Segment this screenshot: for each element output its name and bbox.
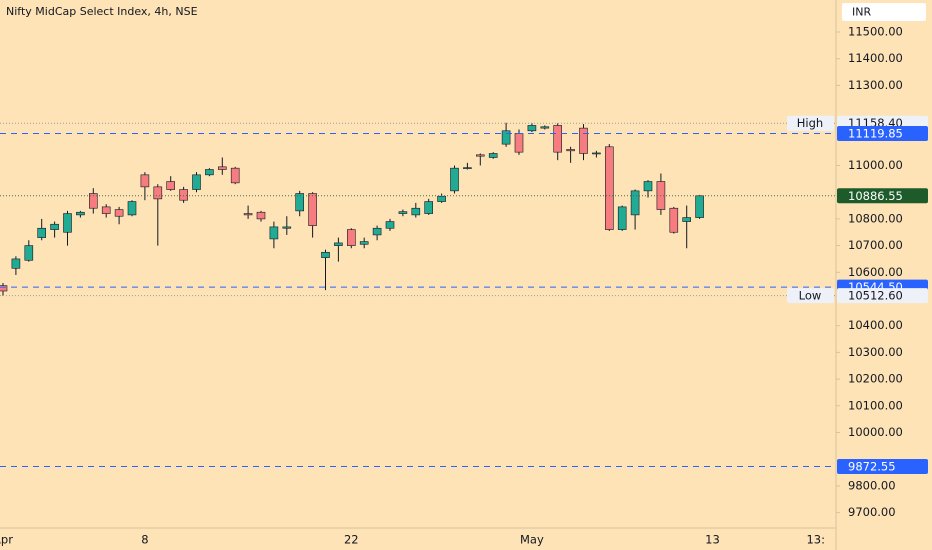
candle-body: [127, 201, 137, 216]
candle-body: [243, 213, 253, 216]
level-name-tag: [787, 115, 834, 131]
candle-body: [385, 221, 395, 229]
level-value-label: 10512.60: [848, 289, 903, 303]
currency-label: INR: [852, 6, 871, 19]
candle-body: [192, 174, 201, 190]
candle-body: [695, 195, 704, 218]
candle-body: [282, 226, 292, 229]
candle-body: [114, 209, 124, 217]
level-value-label: 9872.55: [848, 460, 896, 474]
candle-body: [295, 193, 305, 212]
x-tick-label: 13: [705, 533, 720, 547]
y-tick-label: 11300.00: [848, 78, 903, 92]
candle-body: [604, 146, 614, 230]
level-tag: [837, 288, 928, 304]
level-name-tag: [787, 288, 834, 304]
candle-body: [308, 193, 317, 226]
candle-body: [463, 167, 472, 169]
level-tag: [837, 459, 928, 475]
candle-body: [398, 211, 408, 214]
candle-body: [321, 251, 330, 258]
candle-body: [153, 186, 163, 200]
y-tick-label: 11000.00: [848, 158, 903, 172]
y-tick-label: 10800.00: [848, 211, 903, 225]
candle-body: [630, 190, 640, 216]
x-tick-label: Apr: [0, 533, 13, 547]
y-tick-label: 10300.00: [848, 345, 903, 359]
candle-body: [179, 189, 188, 201]
candle-body: [682, 217, 692, 222]
candle-body: [372, 227, 382, 236]
candle-body: [514, 133, 524, 153]
candle-body: [269, 226, 279, 240]
y-tick-label: 10400.00: [848, 318, 903, 332]
candle-body: [24, 245, 34, 261]
candle-body: [63, 213, 72, 233]
candle-body: [346, 229, 356, 246]
candle-body: [256, 211, 266, 220]
candle-body: [501, 130, 511, 145]
level-name: Low: [799, 289, 822, 303]
y-tick-label: 11500.00: [848, 24, 903, 38]
y-tick-label: 10100.00: [848, 398, 903, 412]
candle-body: [540, 126, 550, 129]
y-tick-label: 11400.00: [848, 51, 903, 65]
level-name: High: [797, 116, 823, 130]
x-tick-label: 22: [344, 533, 359, 547]
candle-body: [166, 181, 175, 190]
candle-body: [553, 125, 563, 153]
x-tick-label: May: [520, 533, 544, 547]
level-value-label: 11119.85: [848, 126, 903, 140]
y-tick-label: 9700.00: [848, 505, 896, 519]
candle-body: [218, 166, 227, 170]
candle-body: [475, 154, 485, 157]
candle-body: [617, 206, 627, 230]
level-tag: [837, 188, 928, 204]
candle-body: [424, 201, 434, 214]
candle-body: [450, 167, 459, 192]
x-tick-label: 8: [141, 533, 148, 547]
candle-body: [437, 195, 446, 202]
candle-body: [488, 153, 498, 158]
candle-body: [0, 285, 8, 292]
level-tag: [837, 125, 928, 141]
candle-body: [230, 167, 240, 184]
candle-body: [643, 181, 653, 192]
currency-box[interactable]: [842, 3, 926, 21]
candle-body: [669, 207, 679, 233]
candle-body: [101, 206, 111, 214]
candle-body: [50, 223, 59, 230]
y-tick-label: 10700.00: [848, 238, 903, 252]
candle-body: [411, 207, 421, 216]
y-tick-label: 10600.00: [848, 265, 903, 279]
y-tick-label: 9800.00: [848, 478, 896, 492]
level-value-label: 10886.55: [848, 189, 903, 203]
y-tick-label: 10200.00: [848, 372, 903, 386]
candle-body: [592, 152, 601, 155]
y-tick-label: 10000.00: [848, 425, 903, 439]
candle-body: [76, 211, 85, 216]
candle-body: [334, 242, 343, 246]
candle-body: [37, 227, 47, 238]
candle-body: [11, 258, 21, 269]
candle-body: [566, 149, 575, 152]
candle-body: [89, 193, 98, 209]
chart-title: Nifty MidCap Select Index, 4h, NSE: [6, 5, 198, 18]
x-tick-label: 13:: [806, 533, 825, 547]
candle-body: [140, 174, 150, 188]
candle-body: [359, 241, 369, 245]
candle-body: [579, 127, 588, 154]
candle-body: [527, 125, 537, 132]
candle-body: [205, 169, 214, 176]
